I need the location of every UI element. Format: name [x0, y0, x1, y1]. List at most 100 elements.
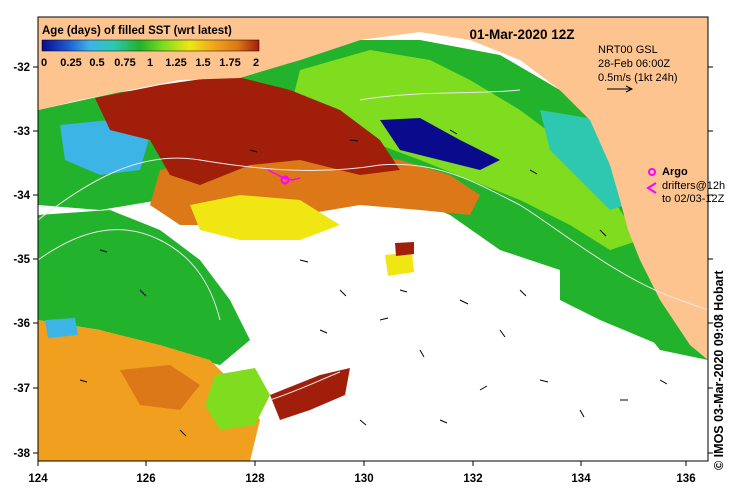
lon-tick: 126	[136, 461, 156, 485]
colorbar-title: Age (days) of filled SST (wrt latest)	[42, 25, 232, 37]
lon-tick: 132	[463, 461, 483, 485]
lat-tick: -32	[13, 62, 713, 74]
contour-line	[38, 157, 708, 311]
current-arrow	[359, 419, 367, 426]
current-arrow	[349, 139, 359, 142]
current-vectors	[79, 129, 668, 437]
lat-tick: -33	[13, 126, 713, 138]
lat-tick-label: -35	[13, 254, 30, 266]
lat-tick: -36	[13, 318, 713, 330]
region-darkred-south	[270, 368, 350, 420]
current-arrow	[529, 169, 538, 175]
current-arrow	[579, 409, 585, 418]
colorbar-gradient	[41, 39, 260, 52]
model-info-line: NRT00 GSL	[598, 44, 658, 56]
colorbar-tick-label: 0.5	[89, 57, 104, 69]
region-green-se	[560, 270, 708, 350]
current-arrow	[79, 379, 88, 383]
longitude-axis: 124 126 128 130 132 134 136	[28, 461, 696, 485]
lon-tick: 128	[245, 461, 265, 485]
lon-tick-label: 134	[571, 473, 591, 485]
argo-legend-label: Argo	[662, 166, 688, 178]
drifter-legend-icon	[646, 182, 657, 194]
colorbar-tick-label: 1	[147, 57, 153, 69]
current-arrow	[659, 379, 668, 385]
region-darkred-patch	[395, 242, 414, 256]
contour-line	[38, 229, 221, 321]
lat-tick-label: -36	[13, 318, 30, 330]
lat-tick-label: -32	[13, 62, 30, 74]
colorbar-tick-label: 0	[41, 57, 47, 69]
lat-tick: -34	[13, 190, 713, 202]
argo-drifter-markers	[267, 169, 301, 185]
contour-line	[359, 89, 521, 101]
land-mass	[38, 17, 708, 360]
lat-tick: -38	[13, 448, 713, 460]
colorbar: Age (days) of filled SST (wrt latest) 0 …	[41, 25, 260, 69]
contour-line	[269, 371, 341, 401]
argo-legend: Argo drifters@12h to 02/03-12Z	[646, 166, 725, 205]
lon-tick-label: 132	[463, 473, 482, 485]
map-date-title: 01-Mar-2020 12Z	[469, 27, 574, 42]
plot-frame	[37, 16, 709, 462]
region-cyan-patch	[45, 318, 78, 338]
scale-arrow-icon	[607, 85, 634, 93]
current-arrow	[319, 329, 328, 334]
lat-tick-label: -37	[13, 383, 30, 395]
current-arrow	[479, 385, 488, 391]
colorbar-tick-label: 2	[253, 57, 259, 69]
region-lime-sw	[205, 368, 270, 430]
region-orange-south	[120, 365, 200, 410]
map-plot-area	[38, 17, 708, 461]
lat-tick: -37	[13, 383, 713, 395]
region-green-west	[38, 210, 250, 365]
lat-tick-label: -38	[13, 448, 30, 460]
latitude-axis: -32 -33 -34 -35 -36 -37 -38	[13, 62, 713, 460]
current-arrow	[139, 289, 147, 297]
lon-tick-label: 136	[676, 473, 695, 485]
region-darkred-north	[95, 75, 400, 185]
lon-tick: 130	[354, 461, 374, 485]
current-arrow	[399, 289, 408, 293]
drifter-legend-label: drifters@12h	[662, 180, 725, 192]
colorbar-tick-label: 1.75	[219, 57, 240, 69]
current-arrow	[459, 299, 469, 305]
drifter-track	[267, 169, 301, 181]
lon-tick-label: 128	[245, 473, 265, 485]
current-arrow	[439, 419, 448, 424]
lon-tick: 134	[571, 461, 591, 485]
current-arrow	[299, 259, 309, 263]
current-arrow	[539, 379, 549, 383]
current-arrow	[179, 429, 187, 437]
current-arrow	[339, 289, 347, 297]
argo-float-marker	[280, 175, 290, 185]
region-yellow-band	[190, 195, 340, 240]
model-info: NRT00 GSL 28-Feb 06:00Z 0.5m/s (1kt 24h)	[598, 44, 677, 93]
current-arrow	[499, 329, 506, 338]
argo-legend-icon	[648, 168, 656, 176]
current-arrow	[249, 149, 258, 153]
imos-credit: © IMOS 03-Mar-2020 09:08 Hobart	[712, 270, 726, 470]
colorbar-tick-label: 1.25	[165, 57, 186, 69]
model-info-line: 28-Feb 06:00Z	[598, 58, 670, 70]
current-arrow	[599, 229, 607, 237]
colorbar-tick-label: 1.5	[195, 57, 210, 69]
colorbar-tick-label: 0.75	[114, 57, 135, 69]
lon-tick: 124	[28, 461, 48, 485]
lon-tick: 136	[676, 461, 696, 485]
lat-tick-label: -33	[13, 126, 30, 138]
lon-tick-label: 126	[136, 473, 155, 485]
current-arrow	[99, 249, 108, 253]
sst-age-field	[38, 40, 708, 461]
colorbar-tick-label: 0.25	[60, 57, 81, 69]
region-blue-north	[380, 118, 500, 170]
drifter-legend-label: to 02/03-12Z	[662, 193, 725, 205]
model-info-line: 0.5m/s (1kt 24h)	[598, 72, 677, 84]
current-arrow	[379, 317, 389, 321]
current-arrow	[449, 129, 458, 135]
lat-tick-label: -34	[13, 190, 30, 202]
current-arrow	[519, 289, 527, 297]
lon-tick-label: 124	[28, 473, 48, 485]
current-arrow	[419, 349, 425, 358]
